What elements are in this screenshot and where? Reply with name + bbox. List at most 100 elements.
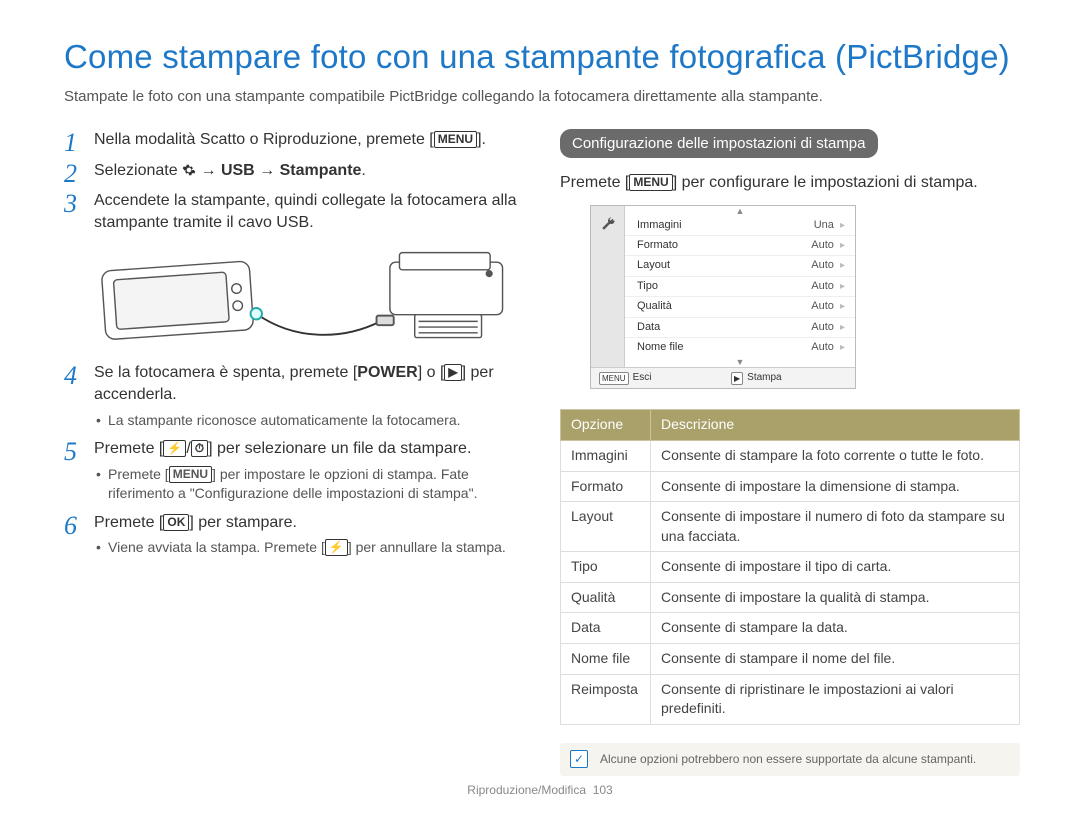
- step-number: 3: [64, 186, 77, 222]
- text: Premete [: [94, 440, 163, 457]
- lcd-list: ▲ ImmaginiUna ▸ Formato Auto ▸ Layout Auto ▸…: [625, 206, 855, 368]
- text: ] per selezionare un file da stampare.: [208, 440, 471, 457]
- lcd-foot-left: MENU Esci: [591, 368, 723, 388]
- options-table: Opzione Descrizione ImmaginiConsente di …: [560, 409, 1020, 725]
- step-4-sub: La stampante riconosce automaticamente l…: [94, 411, 524, 431]
- opt-desc: Consente di impostare la qualità di stam…: [651, 582, 1020, 613]
- opt-desc: Consente di stampare il nome del file.: [651, 644, 1020, 675]
- table-row: QualitàConsente di impostare la qualità …: [561, 582, 1020, 613]
- text: Viene avviata la stampa. Premete [: [108, 539, 325, 555]
- lcd-value: Auto ▸: [811, 238, 845, 253]
- page-title: Come stampare foto con una stampante fot…: [64, 34, 1020, 80]
- lcd-sidebar: [591, 206, 625, 368]
- opt-name: Formato: [561, 471, 651, 502]
- step-text: Premete [⚡/⏱] per selezionare un file da…: [94, 440, 471, 457]
- info-icon: ✓: [570, 750, 588, 768]
- opt-name: Layout: [561, 502, 651, 552]
- flash-key-icon: ⚡: [163, 440, 186, 457]
- up-arrow-icon: ▲: [625, 206, 855, 216]
- lcd-footer: MENU Esci ▶ Stampa: [591, 367, 855, 388]
- right-column: Configurazione delle impostazioni di sta…: [560, 129, 1020, 775]
- play-key-mini: ▶: [731, 372, 743, 385]
- power-key: POWER: [357, 364, 417, 381]
- chevron-right-icon: ▸: [840, 260, 845, 271]
- page-footer: Riproduzione/Modifica 103: [0, 782, 1080, 799]
- step-text: Nella modalità Scatto o Riproduzione, pr…: [94, 131, 486, 148]
- chevron-right-icon: ▸: [840, 240, 845, 251]
- menu-key: MENU: [169, 466, 212, 483]
- connection-diagram: [94, 245, 524, 350]
- lcd-label: Formato: [637, 238, 678, 253]
- lcd-row: Nome fileAuto ▸: [625, 338, 855, 357]
- wrench-icon: [600, 216, 616, 232]
- text: Stampa: [747, 371, 781, 385]
- text-bold: USB: [221, 162, 255, 179]
- lcd-row: ImmaginiUna ▸: [625, 216, 855, 236]
- table-row: Nome fileConsente di stampare il nome de…: [561, 644, 1020, 675]
- step-number: 6: [64, 508, 77, 544]
- chevron-right-icon: ▸: [840, 281, 845, 292]
- lcd-value: Auto ▸: [811, 258, 845, 273]
- lcd-label: Data: [637, 320, 660, 335]
- chevron-right-icon: ▸: [840, 301, 845, 312]
- gear-icon: [182, 163, 196, 177]
- opts-header-description: Descrizione: [651, 410, 1020, 441]
- table-row: ReimpostaConsente di ripristinare le imp…: [561, 674, 1020, 724]
- opt-desc: Consente di impostare il tipo di carta.: [651, 552, 1020, 583]
- opt-name: Tipo: [561, 552, 651, 583]
- lcd-screen: ▲ ImmaginiUna ▸ Formato Auto ▸ Layout Auto ▸…: [590, 205, 856, 390]
- lcd-foot-right: ▶ Stampa: [723, 368, 855, 388]
- right-intro: Premete [MENU] per configurare le impost…: [560, 172, 1020, 194]
- down-arrow-icon: ▼: [625, 357, 855, 367]
- step-2: 2 Selezionate → USB → Stampante.: [64, 160, 524, 182]
- lcd-value: Auto ▸: [811, 340, 845, 355]
- step-4: 4 Se la fotocamera è spenta, premete [PO…: [64, 362, 524, 430]
- step-6: 6 Premete [OK] per stampare. Viene avvia…: [64, 512, 524, 558]
- arrow: →: [255, 162, 280, 179]
- opt-desc: Consente di ripristinare le impostazioni…: [651, 674, 1020, 724]
- note-text: Alcune opzioni potrebbero non essere sup…: [600, 752, 976, 766]
- opt-desc: Consente di stampare la data.: [651, 613, 1020, 644]
- opt-name: Data: [561, 613, 651, 644]
- lcd-value: Auto ▸: [811, 320, 845, 335]
- flash-key-icon: ⚡: [325, 539, 348, 556]
- lcd-label: Qualità: [637, 299, 672, 314]
- lcd-label: Layout: [637, 258, 670, 273]
- text: Nella modalità Scatto o Riproduzione, pr…: [94, 131, 434, 148]
- step-5-sub: Premete [MENU] per impostare le opzioni …: [94, 465, 524, 504]
- table-row: DataConsente di stampare la data.: [561, 613, 1020, 644]
- play-key-icon: ▶: [444, 364, 461, 381]
- lcd-value: Una ▸: [814, 218, 845, 233]
- footer-page-number: 103: [593, 783, 613, 797]
- text: Premete [: [108, 466, 169, 482]
- step-text: Premete [OK] per stampare.: [94, 514, 297, 531]
- ok-key: OK: [163, 514, 189, 531]
- step-text: Se la fotocamera è spenta, premete [POWE…: [94, 364, 494, 403]
- step-number: 4: [64, 358, 77, 394]
- table-row: ImmaginiConsente di stampare la foto cor…: [561, 440, 1020, 471]
- text: ].: [477, 131, 486, 148]
- text: Premete [: [560, 174, 629, 191]
- section-badge: Configurazione delle impostazioni di sta…: [560, 129, 878, 158]
- menu-key-mini: MENU: [599, 372, 629, 385]
- opt-name: Immagini: [561, 440, 651, 471]
- left-column: 1 Nella modalità Scatto o Riproduzione, …: [64, 129, 524, 775]
- menu-key: MENU: [434, 131, 477, 148]
- opt-name: Qualità: [561, 582, 651, 613]
- lcd-row: QualitàAuto ▸: [625, 297, 855, 317]
- step-text: Accendete la stampante, quindi collegate…: [94, 192, 516, 231]
- text: Esci: [633, 371, 652, 385]
- arrow: →: [196, 162, 221, 179]
- menu-key: MENU: [629, 174, 672, 191]
- opt-desc: Consente di impostare la dimensione di s…: [651, 471, 1020, 502]
- text-bold: Stampante: [280, 162, 362, 179]
- steps-list: 1 Nella modalità Scatto o Riproduzione, …: [64, 129, 524, 558]
- lcd-row: Data Auto ▸: [625, 318, 855, 338]
- opt-name: Reimposta: [561, 674, 651, 724]
- opts-header-option: Opzione: [561, 410, 651, 441]
- step-text: Selezionate → USB → Stampante.: [94, 162, 366, 179]
- table-row: FormatoConsente di impostare la dimensio…: [561, 471, 1020, 502]
- step-5: 5 Premete [⚡/⏱] per selezionare un file …: [64, 438, 524, 504]
- text: Se la fotocamera è spenta, premete [: [94, 364, 357, 381]
- table-row: LayoutConsente di impostare il numero di…: [561, 502, 1020, 552]
